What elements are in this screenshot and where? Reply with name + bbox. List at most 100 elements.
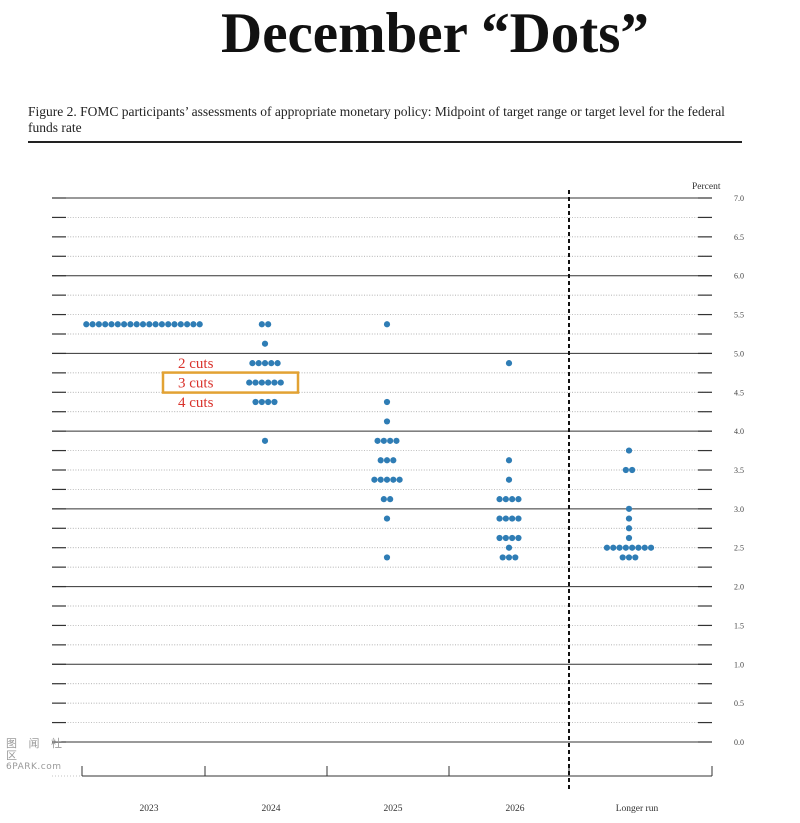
dot	[261, 340, 269, 347]
caption-rule	[28, 141, 742, 143]
x-category-label: Longer run	[616, 804, 659, 814]
y-tick-label: 3.5	[734, 466, 744, 475]
y-tick-label: 2.0	[734, 583, 744, 592]
dot	[505, 544, 513, 551]
dot	[502, 496, 509, 503]
dot	[383, 457, 391, 464]
dot	[374, 437, 381, 444]
dot	[505, 457, 513, 464]
dot	[625, 505, 633, 512]
dot	[502, 515, 509, 522]
x-category-label: 2024	[262, 804, 281, 814]
dot	[499, 554, 506, 561]
dot	[390, 457, 397, 464]
x-category-label: 2023	[140, 804, 159, 814]
dot	[380, 437, 387, 444]
watermark: 图 闻 社 区 6PARK.com	[6, 738, 86, 773]
dot	[383, 515, 391, 522]
dot	[396, 476, 403, 483]
dot	[515, 496, 522, 503]
dot-plot-chart: 0.0 0.5 1.0 1.5 2.0 2.5 3.0 3.5 4.0 4.5 5.0 5.5 6.0 6…	[52, 182, 744, 814]
dot	[271, 398, 278, 406]
dot	[505, 554, 513, 561]
dot	[641, 544, 648, 551]
dot	[265, 321, 272, 328]
annotation-label: 2 cuts	[178, 356, 214, 372]
dot	[196, 321, 203, 328]
dot	[512, 554, 519, 561]
dot	[146, 321, 153, 328]
y-tick-label: 3.0	[734, 505, 744, 514]
dot	[152, 321, 159, 328]
dot	[625, 515, 633, 522]
dot	[184, 321, 191, 328]
dot	[383, 321, 391, 328]
y-tick-label: 6.5	[734, 233, 744, 242]
dot	[108, 321, 115, 328]
dot	[635, 544, 642, 551]
dot	[261, 360, 269, 367]
dot	[383, 476, 391, 483]
dot	[515, 534, 522, 542]
dot	[616, 544, 623, 551]
x-category-label: 2026	[506, 804, 525, 814]
dot	[383, 418, 391, 425]
dot	[165, 321, 172, 328]
dot	[496, 534, 503, 542]
x-category-label: 2025	[384, 804, 403, 814]
watermark-site: 6PARK.com	[6, 762, 62, 772]
dot	[625, 534, 633, 542]
dot	[502, 534, 509, 542]
dot	[271, 379, 278, 386]
dot	[177, 321, 184, 328]
dot	[387, 437, 394, 444]
dot	[158, 321, 165, 328]
dot	[89, 321, 96, 328]
dot	[95, 321, 102, 328]
dot	[171, 321, 178, 328]
y-tick-label: 0.0	[734, 738, 744, 747]
dot	[258, 321, 265, 328]
dot	[265, 398, 272, 406]
dot	[139, 321, 147, 328]
figure-caption: Figure 2. FOMC participants’ assessments…	[28, 104, 725, 135]
dot	[509, 496, 516, 503]
dot	[114, 321, 121, 328]
dot	[268, 360, 275, 367]
dot	[246, 379, 253, 386]
dot	[258, 379, 265, 386]
dot	[121, 321, 128, 328]
dot	[505, 360, 513, 367]
y-tick-label: 1.5	[734, 621, 744, 630]
dot	[515, 515, 522, 522]
y-tick-label: 2.5	[734, 544, 744, 553]
dot	[629, 544, 636, 551]
annotation-label: 4 cuts	[178, 395, 214, 411]
dot	[258, 398, 265, 406]
dot	[102, 321, 109, 328]
dot	[133, 321, 140, 328]
y-tick-label: 5.5	[734, 311, 744, 320]
dot	[505, 476, 513, 483]
dot	[509, 515, 516, 522]
dot	[371, 476, 378, 483]
y-axis-label: Percent	[692, 182, 721, 192]
y-tick-label: 5.0	[734, 349, 744, 358]
y-tick-label: 0.5	[734, 699, 744, 708]
dot	[277, 379, 284, 386]
dot	[610, 544, 617, 551]
dot	[629, 466, 636, 474]
y-tick-label: 6.0	[734, 272, 744, 281]
dot	[622, 466, 629, 474]
dot	[393, 437, 400, 444]
dot	[265, 379, 272, 386]
dot	[632, 554, 639, 561]
watermark-glyphs: 图 闻 社 区	[6, 737, 66, 762]
dot	[127, 321, 134, 328]
dot	[383, 398, 391, 406]
dot	[509, 534, 516, 542]
y-tick-label: 1.0	[734, 660, 744, 669]
dot	[252, 398, 259, 406]
dot	[387, 496, 394, 503]
dot	[83, 321, 90, 328]
